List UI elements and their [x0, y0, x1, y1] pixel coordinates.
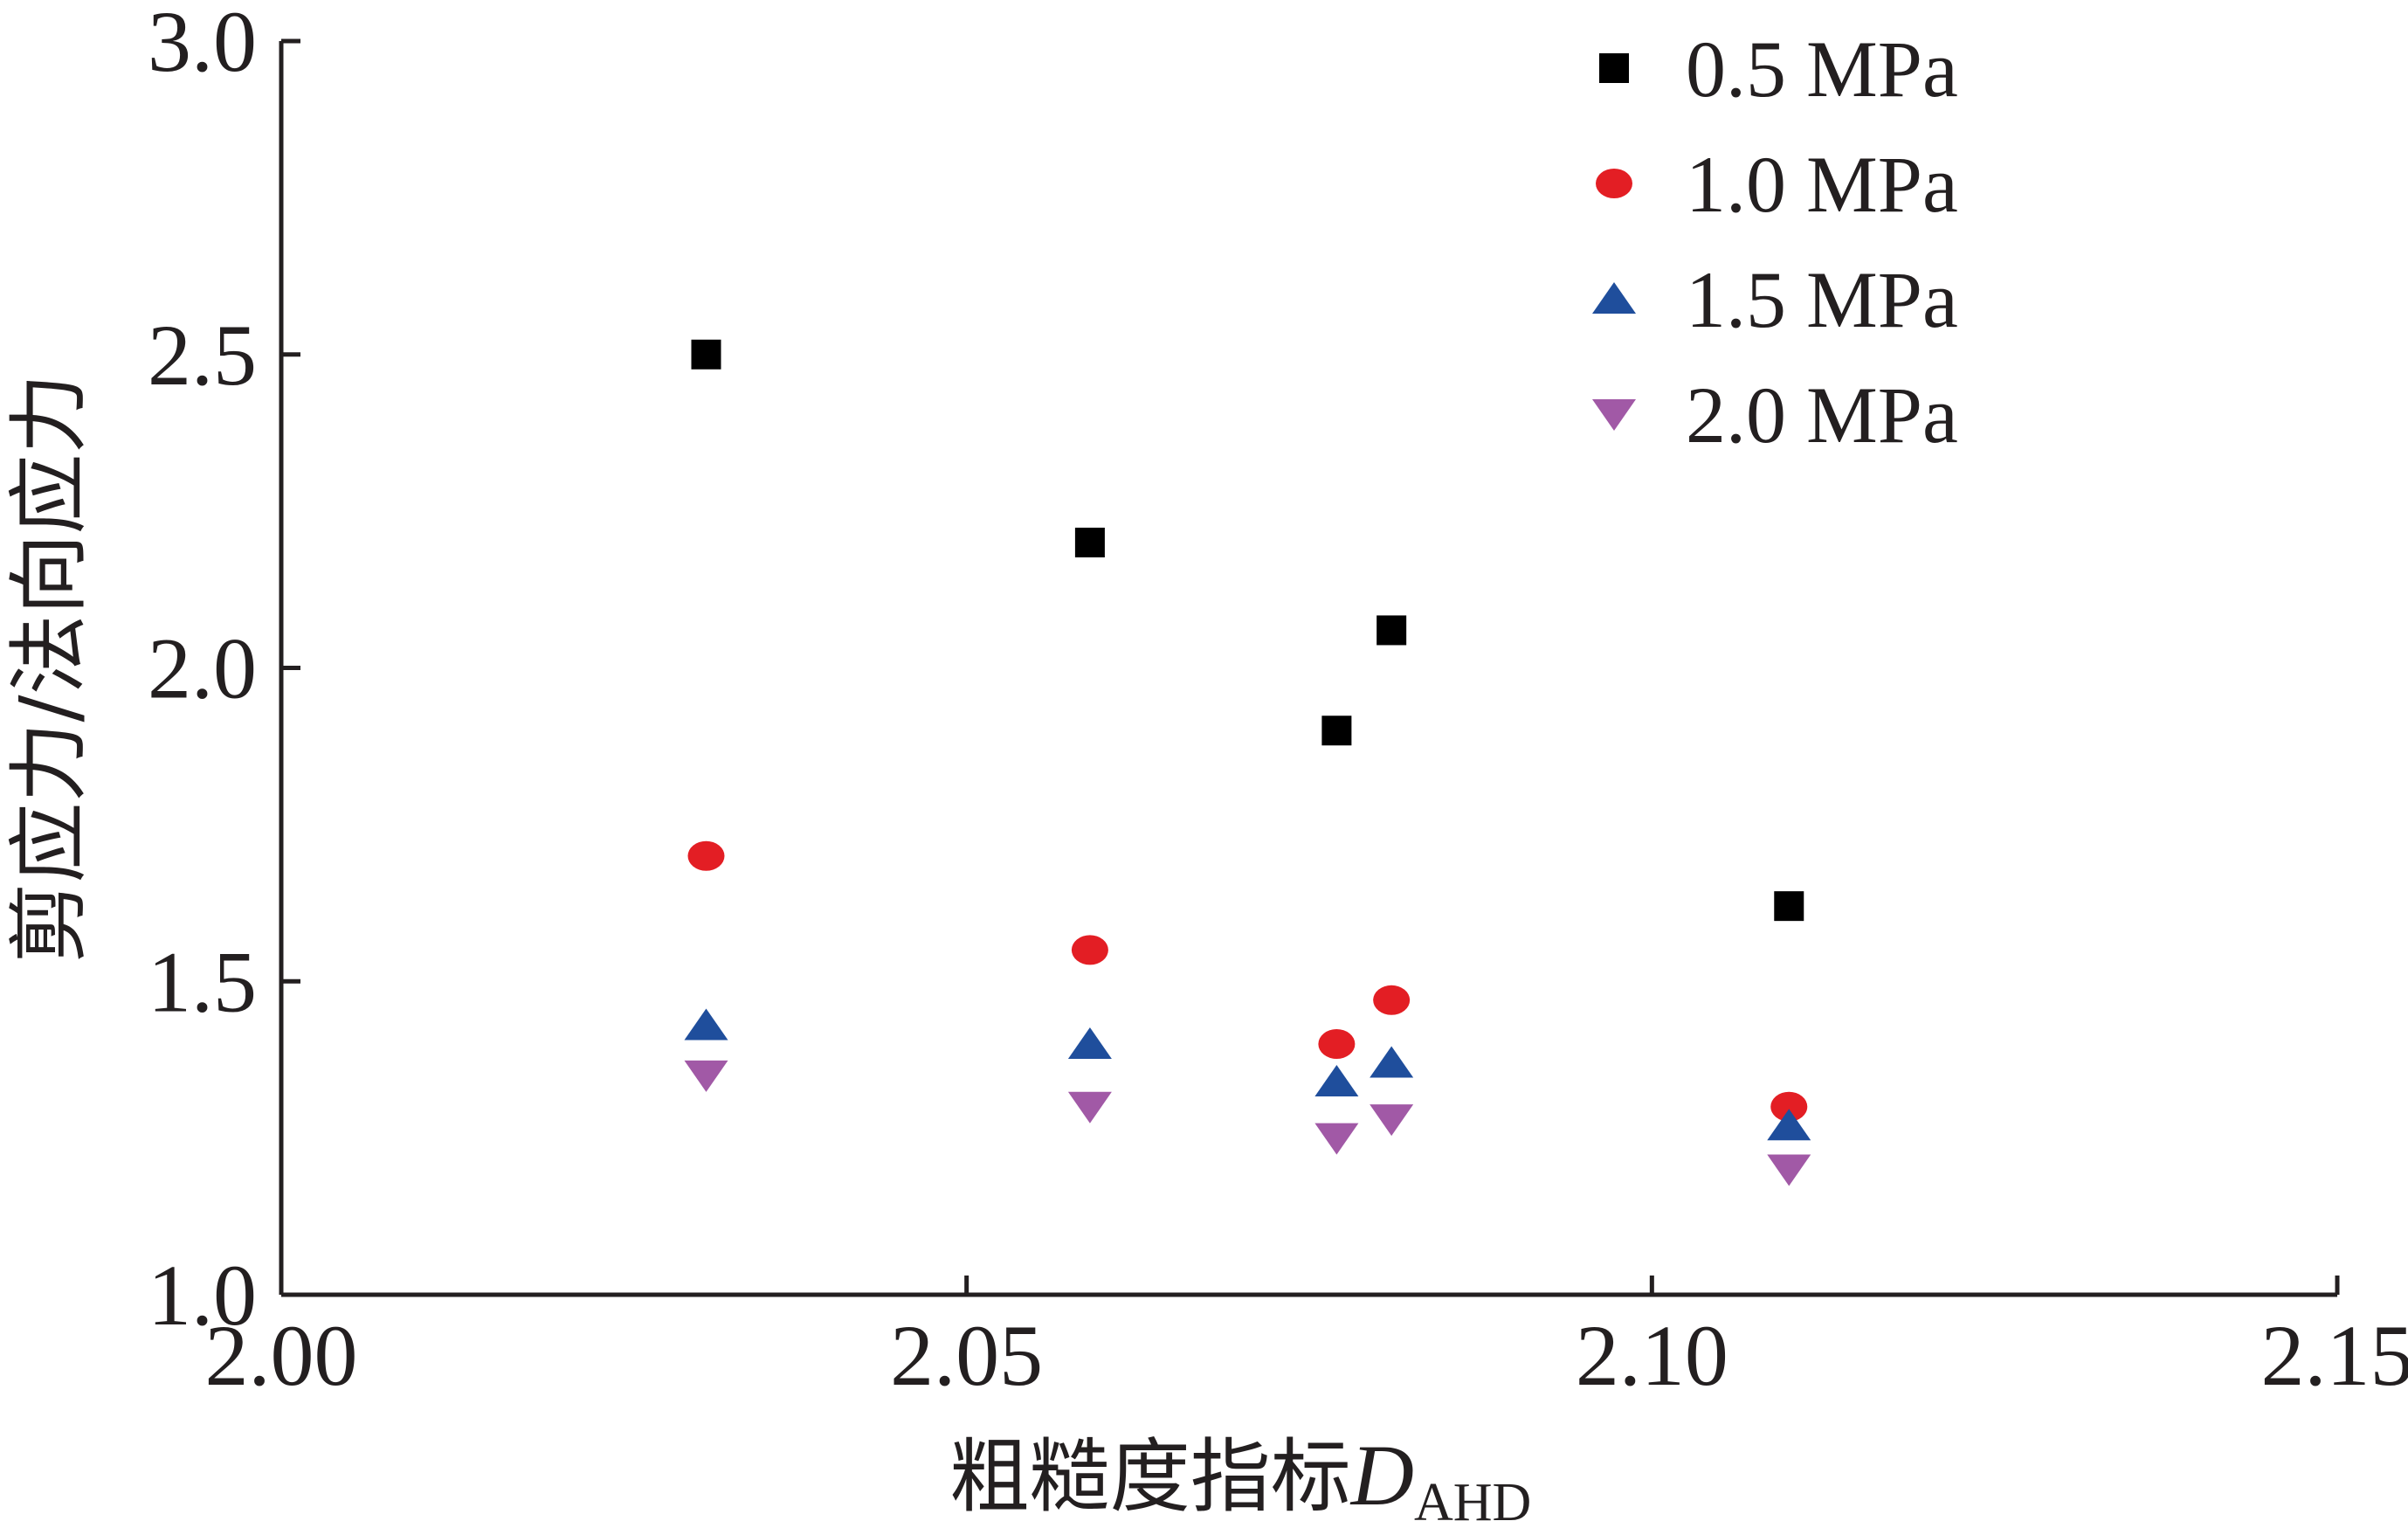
legend-marker-2: [1592, 282, 1636, 314]
y-tick-label-1: 1.5: [148, 933, 257, 1030]
point-0-2: [1321, 716, 1352, 746]
point-2-2: [1314, 1065, 1359, 1097]
point-3-2: [1314, 1123, 1359, 1155]
series-3: [684, 1060, 1811, 1186]
legend-marker-3: [1592, 399, 1636, 431]
point-1-0: [687, 840, 725, 871]
x-axis-title-text: 粗糙度指标: [949, 1430, 1351, 1524]
y-tick-label-0: 1.0: [148, 1247, 257, 1344]
series-2: [684, 1008, 1811, 1141]
x-tick-label-3: 2.15: [2261, 1307, 2408, 1404]
legend-marker-1: [1596, 169, 1632, 198]
point-3-3: [1370, 1104, 1414, 1137]
axes: [279, 41, 2337, 1297]
legend-marker-0: [1599, 53, 1629, 83]
legend: 0.5 MPa 1.0 MPa 1.5 MPa 2.0 MPa: [1592, 24, 1958, 460]
point-1-3: [1373, 985, 1411, 1015]
series-1: [687, 840, 1808, 1122]
x-tick-label-2: 2.10: [1576, 1307, 1728, 1404]
legend-label-3: 2.0 MPa: [1686, 370, 1958, 460]
legend-label-0: 0.5 MPa: [1686, 24, 1958, 114]
point-1-1: [1071, 935, 1108, 965]
point-1-4: [1770, 1091, 1808, 1122]
point-2-0: [684, 1008, 728, 1041]
point-0-0: [691, 339, 721, 370]
point-2-3: [1370, 1046, 1414, 1078]
x-tick-label-0: 2.00: [205, 1307, 358, 1404]
ticks: [279, 38, 2340, 1297]
point-1-2: [1318, 1029, 1356, 1059]
y-tick-label-4: 3.0: [148, 0, 257, 90]
x-axis-title: 粗糙度指标DAHD: [949, 1427, 1532, 1528]
point-0-1: [1074, 528, 1105, 557]
point-0-3: [1376, 615, 1407, 646]
point-2-4: [1767, 1109, 1811, 1141]
point-3-4: [1767, 1154, 1811, 1186]
x-tick-label-1: 2.05: [890, 1307, 1043, 1404]
legend-label-1: 1.0 MPa: [1686, 140, 1958, 229]
y-axis-title: 剪应力/法向应力: [3, 374, 96, 964]
x-axis-title-subscript: AHD: [1414, 1473, 1531, 1528]
series-0: [691, 339, 1804, 922]
legend-label-2: 1.5 MPa: [1686, 255, 1958, 344]
point-0-4: [1774, 891, 1804, 922]
point-2-1: [1067, 1027, 1112, 1059]
x-axis-title-symbol: D: [1349, 1427, 1414, 1524]
tick-labels: 1.0 1.5 2.0 2.5 3.0 2.00 2.05 2.10 2.15: [148, 0, 2408, 1404]
y-tick-label-3: 2.5: [148, 307, 257, 404]
point-3-1: [1067, 1091, 1112, 1124]
y-tick-label-2: 2.0: [148, 620, 257, 717]
point-3-0: [684, 1060, 728, 1092]
data-points: [684, 339, 1811, 1186]
